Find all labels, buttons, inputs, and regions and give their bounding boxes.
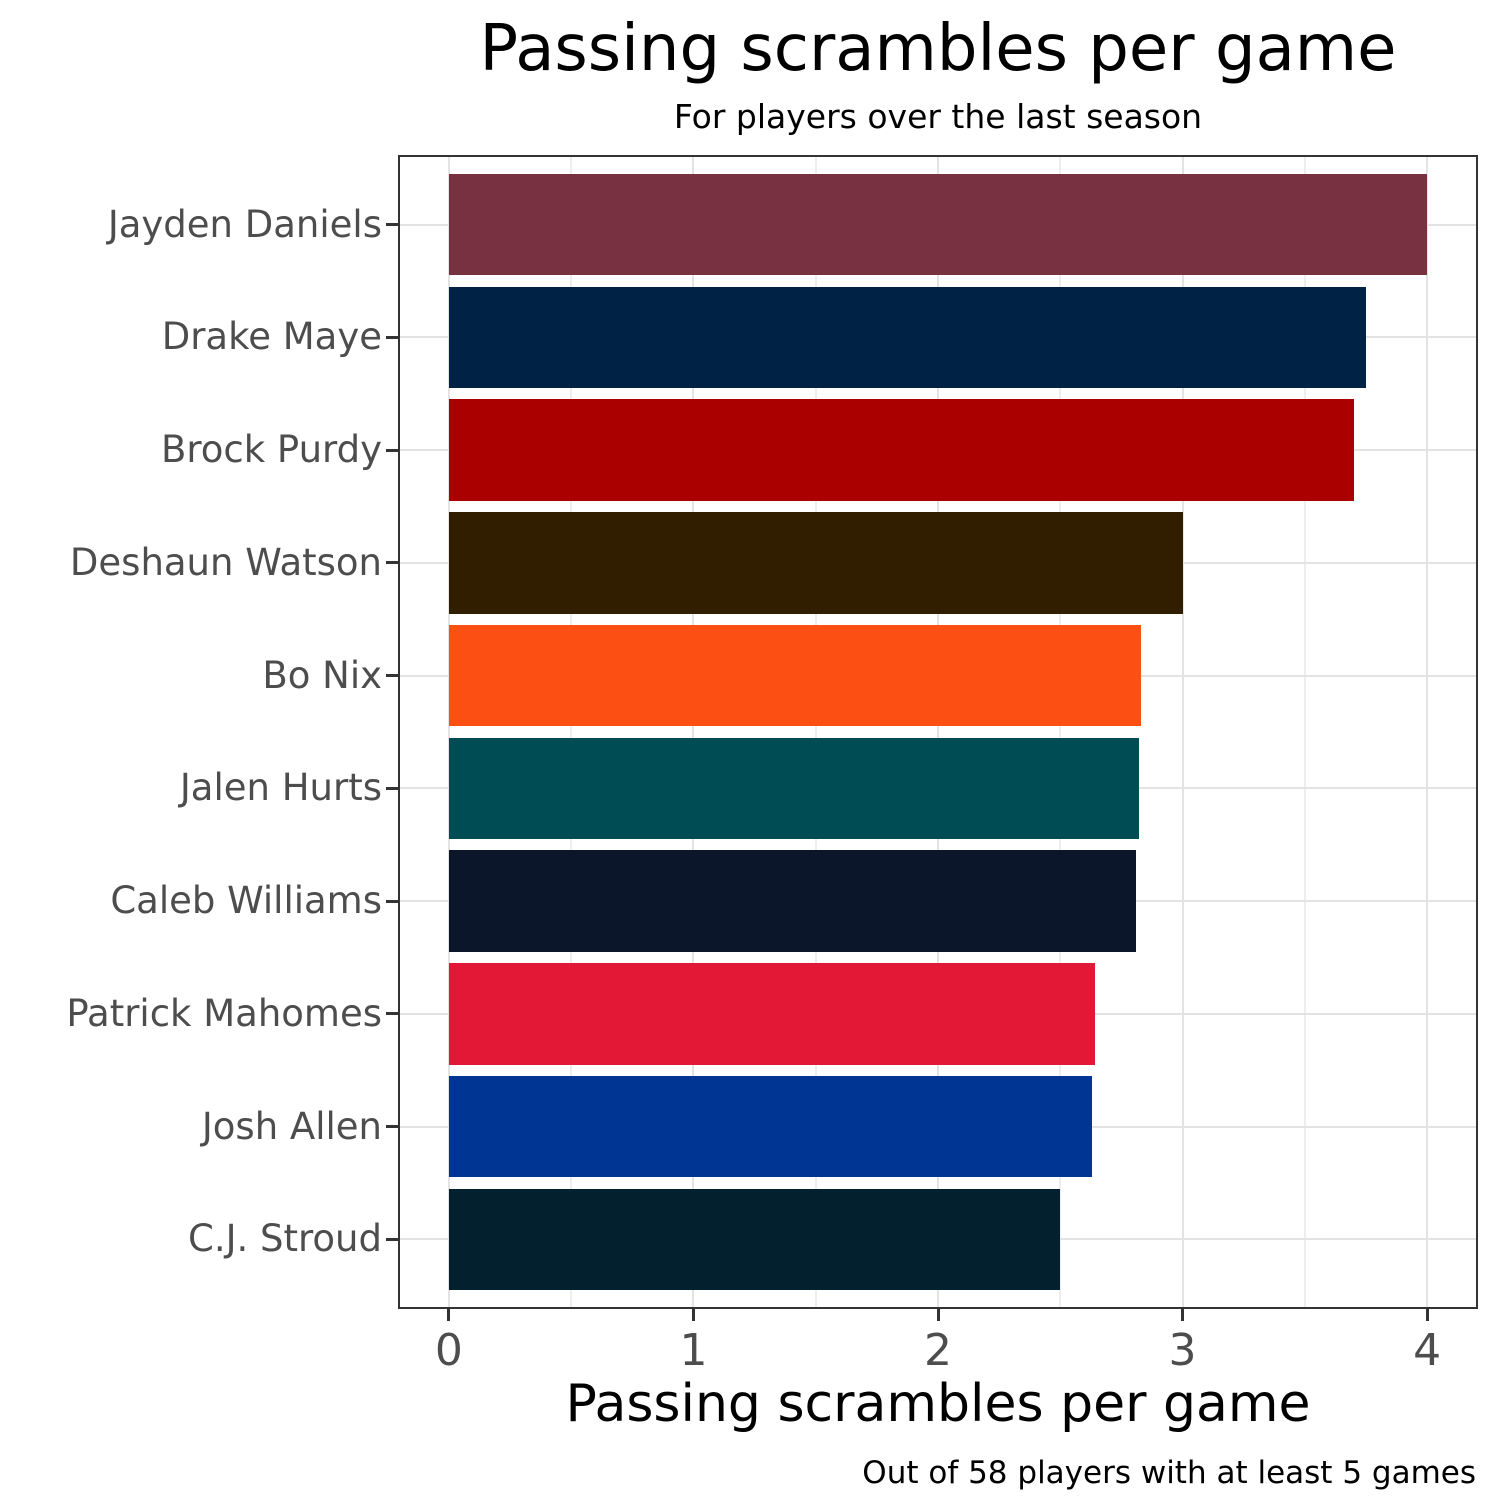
x-tick-mark [936, 1307, 940, 1321]
y-tick-mark [386, 1237, 400, 1241]
y-tick-mark [386, 335, 400, 339]
gridline-major-vertical [1181, 157, 1184, 1307]
x-tick-label: 0 [434, 1325, 463, 1376]
bar-caleb-williams [448, 850, 1137, 952]
y-tick-mark [386, 674, 400, 678]
y-tick-mark [386, 1125, 400, 1129]
gridline-major-vertical [937, 157, 939, 1307]
y-tick-mark [386, 899, 400, 903]
x-tick-label: 1 [679, 1325, 708, 1376]
y-tick-mark [386, 223, 400, 227]
y-tick-mark [386, 448, 400, 452]
y-tick-label: Jayden Daniels [107, 202, 382, 246]
bar-drake-maye [448, 286, 1366, 389]
bar-bo-nix [448, 624, 1141, 727]
chart-subtitle: For players over the last season [673, 97, 1203, 136]
x-tick-label: 4 [1413, 1325, 1442, 1376]
bar-jalen-hurts [448, 737, 1139, 840]
bar-deshaun-watson [448, 512, 1183, 614]
bar-jayden-daniels [448, 173, 1428, 276]
gridline-major-vertical [1426, 157, 1429, 1307]
y-tick-label: Bo Nix [262, 653, 382, 697]
bar-brock-purdy [448, 399, 1354, 501]
bar-josh-allen [448, 1075, 1093, 1178]
bar-patrick-mahomes [448, 963, 1095, 1065]
bar-c-j-stroud [448, 1188, 1061, 1291]
gridline-minor-vertical [1303, 157, 1306, 1307]
chart-caption: Out of 58 players with at least 5 games [862, 1455, 1476, 1491]
y-tick-label: Deshaun Watson [69, 540, 382, 584]
x-tick-label: 3 [1168, 1325, 1197, 1376]
gridline-minor-vertical [1059, 157, 1062, 1307]
y-tick-label: Patrick Mahomes [66, 991, 382, 1035]
y-tick-label: Josh Allen [201, 1104, 382, 1148]
y-tick-label: C.J. Stroud [188, 1217, 382, 1261]
chart-title: Passing scrambles per game [479, 12, 1397, 86]
y-tick-label: Jalen Hurts [179, 766, 382, 810]
x-tick-label: 2 [924, 1325, 952, 1376]
x-tick-mark [691, 1307, 695, 1321]
y-tick-mark [386, 1012, 400, 1016]
gridline-minor-vertical [814, 157, 817, 1307]
x-tick-mark [1425, 1307, 1429, 1321]
y-tick-label: Drake Maye [161, 315, 382, 359]
x-tick-mark [447, 1307, 451, 1321]
y-tick-label: Brock Purdy [160, 428, 382, 472]
x-axis-label: Passing scrambles per game [565, 1374, 1311, 1434]
y-tick-mark [386, 561, 400, 565]
gridline-major-vertical [447, 157, 450, 1307]
y-tick-mark [386, 786, 400, 790]
x-tick-mark [1181, 1307, 1185, 1321]
gridline-major-vertical [692, 157, 695, 1307]
y-tick-label: Caleb Williams [110, 879, 382, 923]
gridline-minor-vertical [570, 157, 573, 1307]
